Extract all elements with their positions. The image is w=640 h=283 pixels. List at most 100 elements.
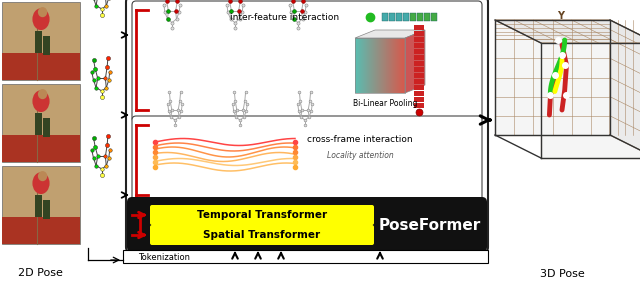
Bar [364, 38, 365, 93]
Bar [401, 38, 402, 93]
Bar [382, 38, 383, 93]
Bar [362, 38, 363, 93]
Bar [392, 38, 393, 93]
Bar [44, 200, 51, 219]
Ellipse shape [38, 171, 47, 181]
Bar [2, 135, 80, 162]
FancyBboxPatch shape [132, 1, 482, 122]
Bar [355, 38, 405, 93]
Bar [372, 38, 373, 93]
Ellipse shape [33, 90, 49, 112]
Bar [383, 38, 384, 93]
Bar [376, 38, 377, 93]
Bar [389, 38, 390, 93]
Text: Y: Y [557, 11, 564, 21]
Bar [385, 38, 386, 93]
Bar [414, 85, 424, 90]
Bar [410, 13, 416, 21]
Bar [404, 38, 405, 93]
Bar [398, 38, 399, 93]
Bar [393, 38, 394, 93]
Bar [378, 38, 379, 93]
Bar [389, 13, 395, 21]
Bar [397, 38, 398, 93]
Bar [403, 38, 404, 93]
Bar [2, 84, 80, 162]
Ellipse shape [38, 89, 47, 99]
Text: Spatial Transformer: Spatial Transformer [204, 230, 321, 240]
Bar [414, 43, 424, 48]
Bar [355, 38, 356, 93]
Text: inter-feature interaction: inter-feature interaction [230, 12, 340, 22]
Bar [402, 38, 403, 93]
Bar [387, 38, 388, 93]
Polygon shape [610, 20, 640, 158]
Polygon shape [405, 30, 425, 93]
Bar [35, 31, 42, 53]
Bar [381, 38, 382, 93]
Polygon shape [495, 20, 640, 43]
Bar [380, 38, 381, 93]
Bar [2, 53, 80, 80]
FancyBboxPatch shape [132, 116, 482, 204]
Bar [399, 38, 400, 93]
Bar [400, 38, 401, 93]
Bar [373, 38, 374, 93]
Bar [403, 13, 409, 21]
Bar [374, 38, 375, 93]
Text: Bi-Linear Pooling: Bi-Linear Pooling [353, 98, 417, 108]
Bar [414, 97, 424, 102]
Bar [414, 91, 424, 96]
Bar [365, 38, 366, 93]
Bar [2, 2, 80, 80]
Ellipse shape [38, 7, 47, 17]
Bar [377, 38, 378, 93]
Text: cross-frame interaction: cross-frame interaction [307, 136, 413, 145]
Bar [368, 38, 369, 93]
Ellipse shape [33, 172, 49, 194]
Bar [35, 113, 42, 135]
Ellipse shape [33, 8, 49, 30]
Bar [2, 217, 80, 244]
Bar [44, 117, 51, 137]
Bar [375, 38, 376, 93]
Bar [414, 61, 424, 66]
Bar [417, 13, 423, 21]
Bar [394, 38, 395, 93]
Bar [414, 25, 424, 30]
Bar [396, 38, 397, 93]
Bar [123, 250, 488, 263]
Bar [414, 37, 424, 42]
Bar [371, 38, 372, 93]
Bar [395, 38, 396, 93]
Bar [363, 38, 364, 93]
Bar [424, 13, 430, 21]
Bar [357, 38, 358, 93]
Bar [360, 38, 361, 93]
Bar [396, 13, 402, 21]
FancyBboxPatch shape [127, 197, 487, 252]
Polygon shape [495, 20, 610, 135]
Bar [431, 13, 437, 21]
FancyBboxPatch shape [150, 205, 374, 225]
Bar [358, 38, 359, 93]
Bar [414, 31, 424, 36]
Bar [382, 13, 388, 21]
FancyBboxPatch shape [126, 0, 488, 253]
Bar [370, 38, 371, 93]
Text: 3D Pose: 3D Pose [540, 269, 585, 279]
Bar [369, 38, 370, 93]
Bar [414, 103, 424, 108]
Bar [386, 38, 387, 93]
Bar [356, 38, 357, 93]
Text: PoseFormer: PoseFormer [379, 218, 481, 233]
Bar [44, 36, 51, 55]
Bar [414, 73, 424, 78]
Bar [384, 38, 385, 93]
Text: Temporal Transformer: Temporal Transformer [197, 210, 327, 220]
Bar [390, 38, 391, 93]
Text: 2D Pose: 2D Pose [17, 268, 63, 278]
Bar [361, 38, 362, 93]
FancyBboxPatch shape [150, 225, 374, 245]
Bar [367, 38, 368, 93]
